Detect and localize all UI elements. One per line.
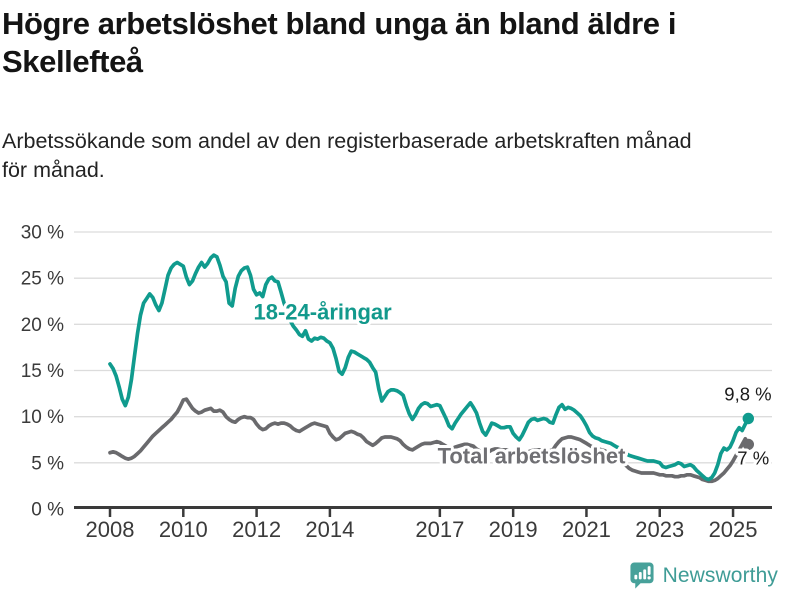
x-tick-label: 2010 <box>159 517 208 542</box>
chart-title-line-2: Skellefteå <box>2 44 143 79</box>
exclamation-bar <box>647 566 651 575</box>
y-tick-label: 10 % <box>21 407 64 428</box>
end-value-label-total: 7 % <box>737 447 769 468</box>
bar-small <box>634 574 637 580</box>
x-tick-label: 2023 <box>635 517 684 542</box>
x-tick-label: 2012 <box>232 517 281 542</box>
chart-subtitle-line-2: för månad. <box>2 158 105 182</box>
series-line-total <box>108 397 751 484</box>
chart-subtitle: Arbetssökande som andel av den registerb… <box>2 127 796 185</box>
y-tick-label: 25 % <box>21 269 64 290</box>
series-end-dot-total <box>742 438 754 451</box>
chart-title: Högre arbetslöshet bland unga än bland ä… <box>2 5 796 81</box>
newsworthy-wordmark: Newsworthy <box>662 564 778 587</box>
bar-tall <box>642 569 646 580</box>
x-tick-label: 2014 <box>305 517 354 542</box>
x-tick-label: 2019 <box>489 517 538 542</box>
x-tick-label: 2017 <box>415 517 464 542</box>
chart-subtitle-line-1: Arbetssökande som andel av den registerb… <box>2 129 692 153</box>
newsworthy-logo-icon <box>630 562 654 589</box>
y-tick-label: 20 % <box>21 315 64 336</box>
chart-title-line-1: Högre arbetslöshet bland unga än bland ä… <box>2 6 677 41</box>
y-tick-label: 5 % <box>31 453 64 474</box>
x-tick-label: 2008 <box>86 517 135 542</box>
bar-medium <box>638 572 642 580</box>
x-tick-label: 2025 <box>709 517 758 542</box>
y-tick-label: 0 % <box>31 500 64 521</box>
series-line-youth <box>108 253 751 482</box>
series-end-dot-youth <box>742 412 754 425</box>
y-tick-label: 30 % <box>21 223 64 244</box>
series-label-total: Total arbetslöshet <box>438 443 627 468</box>
newsworthy-logo[interactable]: Newsworthy <box>629 561 778 591</box>
x-tick-label: 2021 <box>562 517 611 542</box>
y-tick-label: 15 % <box>21 361 64 382</box>
exclamation-dot <box>647 576 651 580</box>
end-value-label-youth: 9,8 % <box>724 384 771 405</box>
series-label-youth: 18-24-åringar <box>254 299 393 324</box>
